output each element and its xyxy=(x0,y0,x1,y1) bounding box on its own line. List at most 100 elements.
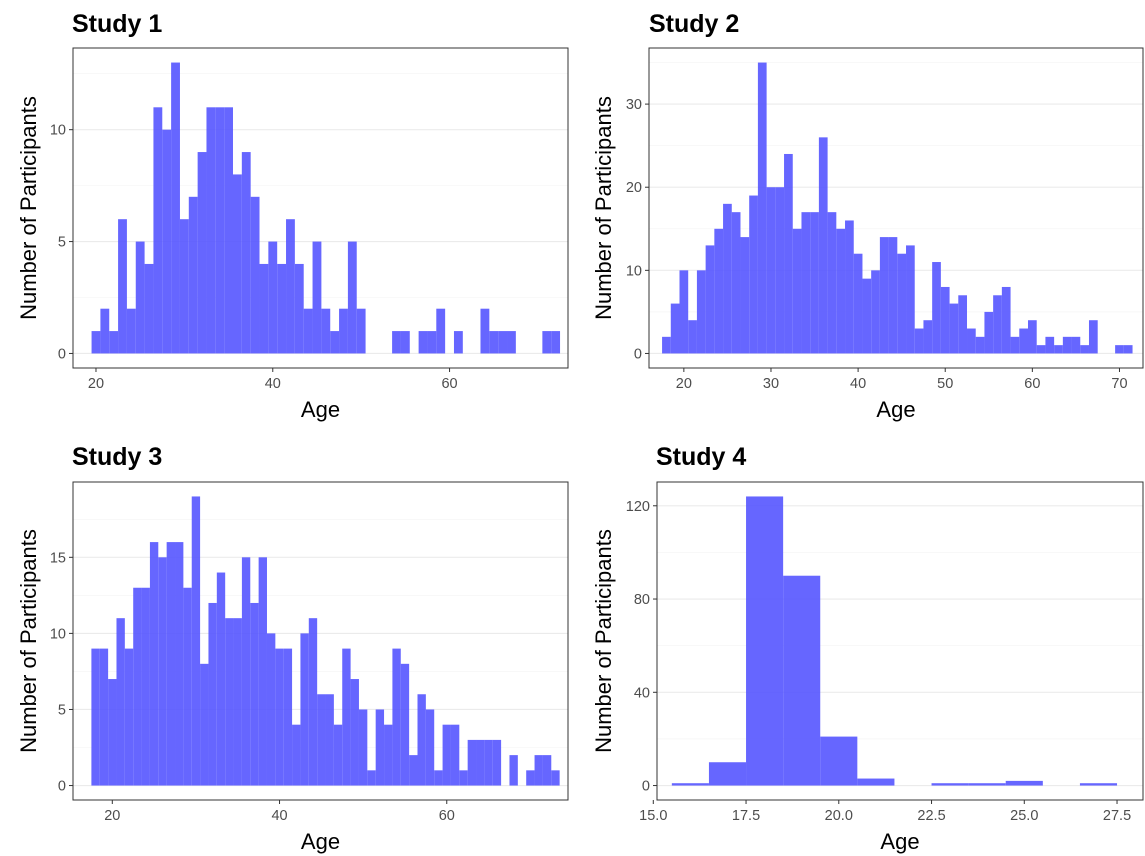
histogram-bar xyxy=(286,219,295,354)
histogram-bar xyxy=(714,228,724,354)
histogram-bar xyxy=(191,496,201,786)
x-axis-label: Age xyxy=(301,397,340,422)
histogram-bar xyxy=(109,331,119,354)
histogram-bar xyxy=(144,263,154,354)
histogram-bar xyxy=(459,770,468,786)
histogram-bar xyxy=(99,648,109,786)
histogram-bar xyxy=(801,212,811,354)
histogram-bar xyxy=(784,153,793,354)
histogram-bar xyxy=(476,739,485,786)
histogram-bar xyxy=(400,663,410,786)
histogram-bar xyxy=(792,228,802,354)
x-tick-label: 40 xyxy=(265,376,281,392)
histogram-bar xyxy=(118,219,127,354)
histogram-bar xyxy=(542,755,552,786)
histogram-bar xyxy=(914,328,924,354)
chart-panel-3: 0 5 10 15 20 40 60 Study 3 Age Number of Particip… xyxy=(16,443,569,854)
histogram-bar xyxy=(923,320,933,354)
histogram-bar xyxy=(696,270,706,354)
histogram-bar xyxy=(551,331,561,354)
histogram-bar xyxy=(312,241,322,354)
histogram-bar xyxy=(897,253,907,354)
histogram-bar xyxy=(931,783,969,786)
x-tick-label: 20.0 xyxy=(825,808,853,824)
chart-panel-2: 0 10 20 30 20 30 40 50 60 70 Study 2 Age Number of P… xyxy=(591,10,1144,422)
histogram-bar xyxy=(294,263,304,354)
histogram-bar xyxy=(232,174,242,354)
histogram-bar xyxy=(467,739,477,786)
histogram-bar xyxy=(958,295,968,354)
chart-panel-1: 0 5 10 20 40 60 Study 1 Age Number of Participan… xyxy=(16,10,569,422)
y-tick-label: 10 xyxy=(50,626,66,642)
x-tick-label: 20 xyxy=(676,376,692,392)
y-tick-label: 10 xyxy=(626,263,642,279)
y-tick-label: 15 xyxy=(50,550,66,566)
histogram-bar xyxy=(188,196,198,354)
histogram-bar xyxy=(723,203,732,354)
histogram-bar xyxy=(224,107,233,354)
histogram-bar xyxy=(679,270,689,354)
histogram-bar xyxy=(206,107,216,354)
histogram-bar xyxy=(162,129,172,354)
y-tick-label: 30 xyxy=(626,97,642,113)
histogram-bar xyxy=(1088,320,1098,354)
histogram-bar xyxy=(149,542,159,786)
histogram-bar xyxy=(968,783,1006,786)
histogram-bar xyxy=(418,331,428,354)
y-tick-label: 40 xyxy=(634,685,650,701)
histogram-bar xyxy=(845,220,854,354)
histogram-bar xyxy=(1010,336,1020,354)
histogram-bar xyxy=(108,679,117,786)
histogram-bar xyxy=(166,542,176,786)
histogram-bar xyxy=(879,237,889,354)
histogram-bar xyxy=(662,336,671,354)
y-axis-label: Number of Participants xyxy=(16,529,41,753)
x-tick-label: 30 xyxy=(763,376,779,392)
histogram-bar xyxy=(783,575,821,786)
y-tick-label: 20 xyxy=(626,180,642,196)
x-tick-label: 60 xyxy=(441,376,457,392)
histogram-bar xyxy=(133,587,142,786)
histogram-bar xyxy=(384,724,393,786)
x-tick-label: 20 xyxy=(104,808,120,824)
histogram-bar xyxy=(197,152,207,354)
histogram-bar xyxy=(731,212,741,354)
histogram-bar xyxy=(241,152,251,354)
histogram-bar xyxy=(526,770,535,786)
histogram-bar xyxy=(250,196,260,354)
histogram-bar xyxy=(268,241,278,354)
histogram-bar xyxy=(225,618,234,786)
histogram-bar xyxy=(400,331,410,354)
histogram-bar xyxy=(489,331,499,354)
histogram-bar xyxy=(484,739,493,786)
chart-title: Study 2 xyxy=(649,10,739,38)
histogram-bar xyxy=(434,770,443,786)
histogram-bar xyxy=(126,308,136,354)
histogram-bar xyxy=(321,308,331,354)
histogram-bar xyxy=(1071,336,1081,354)
histogram-bar xyxy=(984,311,994,354)
histogram-bar xyxy=(277,263,287,354)
x-tick-label: 20 xyxy=(88,376,104,392)
histogram-bar xyxy=(671,783,709,786)
histogram-bar xyxy=(339,308,348,354)
histogram-bar xyxy=(1001,286,1011,354)
x-tick-label: 50 xyxy=(937,376,953,392)
histogram-bar xyxy=(509,755,518,786)
histogram-bar xyxy=(275,648,284,786)
histogram-bar xyxy=(436,308,446,354)
histogram-bar xyxy=(708,762,747,786)
histogram-bar xyxy=(266,633,276,786)
histogram-bar xyxy=(100,308,110,354)
histogram-bar xyxy=(308,618,318,786)
panel-border xyxy=(72,481,569,801)
histogram-bar xyxy=(757,62,767,354)
histogram-bar xyxy=(775,187,785,354)
histogram-bar xyxy=(91,648,100,786)
histogram-bar xyxy=(967,328,976,354)
histogram-bar xyxy=(367,770,376,786)
histogram-bar xyxy=(183,587,192,786)
y-tick-label: 5 xyxy=(58,235,66,251)
chart-title: Study 4 xyxy=(656,443,746,471)
histogram-bar xyxy=(766,187,776,354)
